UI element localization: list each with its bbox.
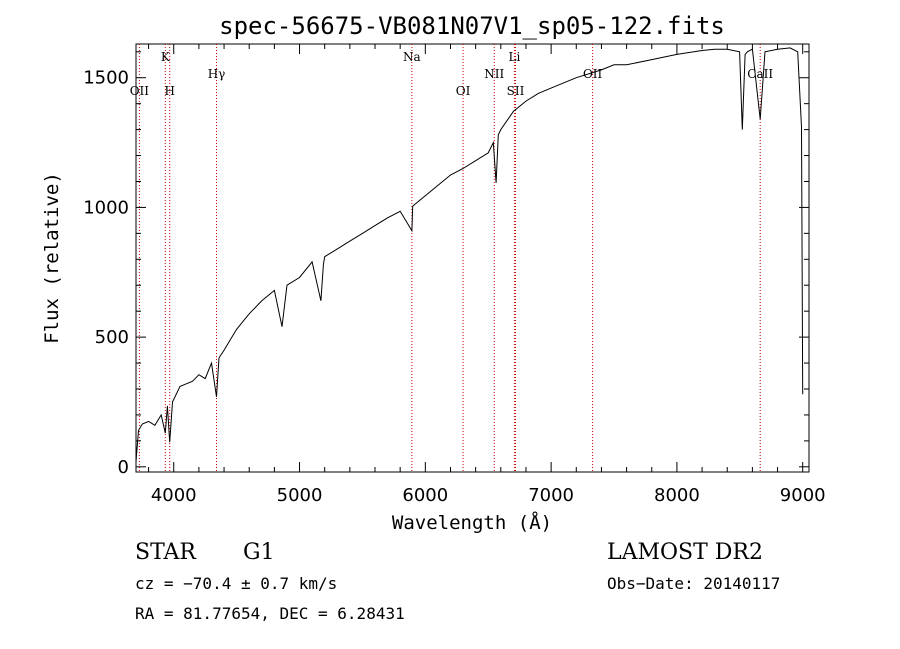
x-axis-label: Wavelength (Å) xyxy=(392,511,552,534)
x-tick-label: 7000 xyxy=(528,485,574,506)
plot-frame xyxy=(135,43,810,473)
spectral-line-label: Na xyxy=(403,50,421,64)
spectral-line-label: Hγ xyxy=(208,67,226,81)
x-tick-label: 6000 xyxy=(402,485,448,506)
spectral-line-label: OI xyxy=(456,84,471,98)
spectral-line-label: H xyxy=(164,84,174,98)
x-tick-label: 8000 xyxy=(654,485,700,506)
spectral-line-label: K xyxy=(161,50,171,64)
y-tick-label: 1500 xyxy=(83,68,129,89)
spectral-line-label: Li xyxy=(508,50,520,64)
y-tick-label: 500 xyxy=(95,327,129,348)
ra-dec-coordinates: RA = 81.77654, DEC = 6.28431 xyxy=(135,604,405,623)
spectral-lines-layer xyxy=(138,44,761,472)
object-class: STAR xyxy=(135,540,197,565)
cz-value: cz = −70.4 ± 0.7 km/s xyxy=(135,574,337,593)
spectral-line-label: CaII xyxy=(747,67,773,81)
spectral-line-label: OII xyxy=(583,67,603,81)
x-tick-label: 5000 xyxy=(277,485,323,506)
y-axis-label: Flux (relative) xyxy=(41,172,63,344)
chart-title: spec-56675-VB081N07V1_sp05-122.fits xyxy=(219,12,725,40)
x-tick-label: 4000 xyxy=(151,485,197,506)
object-subclass: G1 xyxy=(243,540,275,565)
x-tick-label: 9000 xyxy=(780,485,826,506)
y-tick-label: 0 xyxy=(118,457,129,478)
obs-date: Obs−Date: 20140117 xyxy=(607,574,780,593)
y-tick-label: 1000 xyxy=(83,197,129,218)
axis-ticks-layer: 4000 5000 6000 7000 8000 9000 0 500 1000 1500 xyxy=(83,44,826,506)
spectral-line-label: NII xyxy=(484,67,504,81)
spectrum-series-line xyxy=(135,47,804,462)
spectral-line-labels-layer: OII K H Hγ Na OI NII Li SII OII CaII xyxy=(130,50,774,98)
survey-name: LAMOST DR2 xyxy=(607,540,763,565)
spectral-line-label: OII xyxy=(130,84,150,98)
spectral-line-label: SII xyxy=(507,84,525,98)
